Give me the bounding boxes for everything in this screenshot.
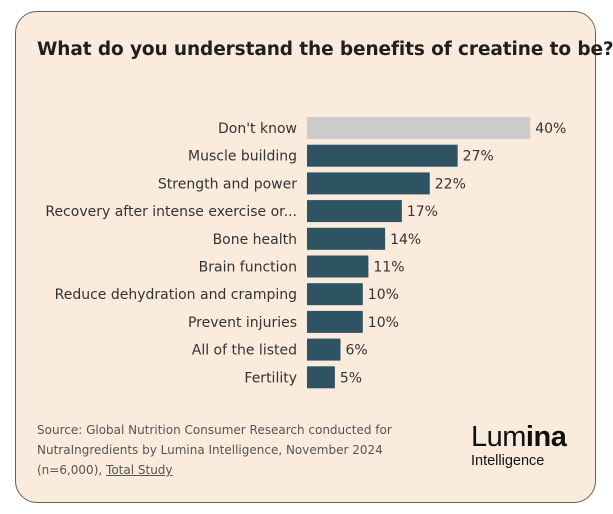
bar — [307, 338, 341, 361]
source-text: Source: Global Nutrition Consumer Resear… — [37, 423, 392, 477]
total-study-link[interactable]: Total Study — [106, 463, 173, 477]
category-label: Fertility — [244, 370, 297, 386]
logo-part2: ina — [525, 421, 567, 453]
value-label: 17% — [407, 204, 438, 220]
bar — [307, 200, 402, 223]
chart-card: What do you understand the benefits of c… — [15, 11, 613, 503]
category-label: Reduce dehydration and cramping — [55, 287, 297, 303]
source-note: Source: Global Nutrition Consumer Resear… — [37, 420, 417, 480]
category-label: Bone health — [213, 232, 297, 248]
value-label: 10% — [368, 287, 399, 303]
lumina-logo: Lumina Intelligence — [471, 421, 567, 470]
value-label: 27% — [463, 149, 494, 165]
bar — [307, 255, 369, 278]
bar — [307, 117, 531, 139]
value-label: 40% — [535, 121, 566, 137]
category-label: Strength and power — [158, 176, 297, 192]
chart-title: What do you understand the benefits of c… — [37, 39, 613, 60]
category-label: Don't know — [218, 121, 297, 137]
category-label: All of the listed — [192, 343, 297, 359]
bar-chart: Don't know 40% Muscle building 27% Strength … — [45, 117, 566, 389]
value-label: 11% — [373, 260, 404, 276]
bar — [307, 144, 458, 167]
bar — [307, 310, 363, 333]
logo-part1: Lum — [471, 421, 526, 453]
logo-subtitle: Intelligence — [471, 453, 545, 469]
bar — [307, 227, 386, 250]
value-label: 5% — [340, 370, 362, 386]
category-label: Prevent injuries — [188, 315, 297, 331]
value-label: 10% — [368, 315, 399, 331]
bar — [307, 283, 363, 306]
value-label: 6% — [345, 343, 367, 359]
logo-wordmark: Lumina — [471, 421, 567, 453]
category-label: Muscle building — [188, 149, 297, 165]
bar — [307, 172, 430, 195]
category-label: Brain function — [199, 260, 297, 276]
value-label: 14% — [390, 232, 421, 248]
bar — [307, 366, 335, 389]
value-label: 22% — [435, 176, 466, 192]
category-label: Recovery after intense exercise or... — [45, 204, 297, 220]
